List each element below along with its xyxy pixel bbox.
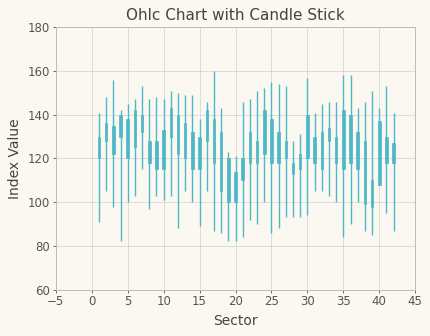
Bar <box>119 115 122 136</box>
Bar <box>176 115 179 154</box>
Bar <box>363 141 366 204</box>
Bar <box>190 132 193 169</box>
Bar <box>212 119 215 163</box>
Bar <box>255 141 258 163</box>
Bar <box>356 132 358 169</box>
Bar <box>327 128 329 141</box>
Bar <box>320 132 322 169</box>
Bar <box>277 132 279 163</box>
Title: Ohlc Chart with Candle Stick: Ohlc Chart with Candle Stick <box>126 8 344 23</box>
Y-axis label: Index Value: Index Value <box>8 118 22 199</box>
Bar <box>219 132 222 191</box>
Bar <box>348 115 351 163</box>
Bar <box>248 132 251 163</box>
Bar <box>334 136 337 163</box>
Bar <box>305 115 308 158</box>
Bar <box>104 123 107 141</box>
Bar <box>234 172 236 202</box>
Bar <box>270 119 272 163</box>
Bar <box>384 136 387 163</box>
Bar <box>155 141 157 169</box>
Bar <box>262 110 265 154</box>
Bar <box>391 143 394 163</box>
Bar <box>141 115 143 132</box>
Bar <box>341 110 344 169</box>
Bar <box>198 136 200 169</box>
Bar <box>184 123 186 158</box>
Bar <box>377 121 380 185</box>
Bar <box>370 180 372 207</box>
Bar <box>313 136 315 163</box>
Bar <box>169 108 172 136</box>
Bar <box>291 163 294 174</box>
Bar <box>205 110 208 141</box>
Bar <box>162 130 165 169</box>
Bar <box>133 110 136 148</box>
X-axis label: Sector: Sector <box>213 314 257 328</box>
Bar <box>241 158 243 180</box>
Bar <box>298 154 301 169</box>
Bar <box>98 136 100 158</box>
Bar <box>112 126 114 154</box>
Bar <box>227 158 229 202</box>
Bar <box>284 141 286 158</box>
Bar <box>147 141 150 163</box>
Bar <box>126 119 129 158</box>
